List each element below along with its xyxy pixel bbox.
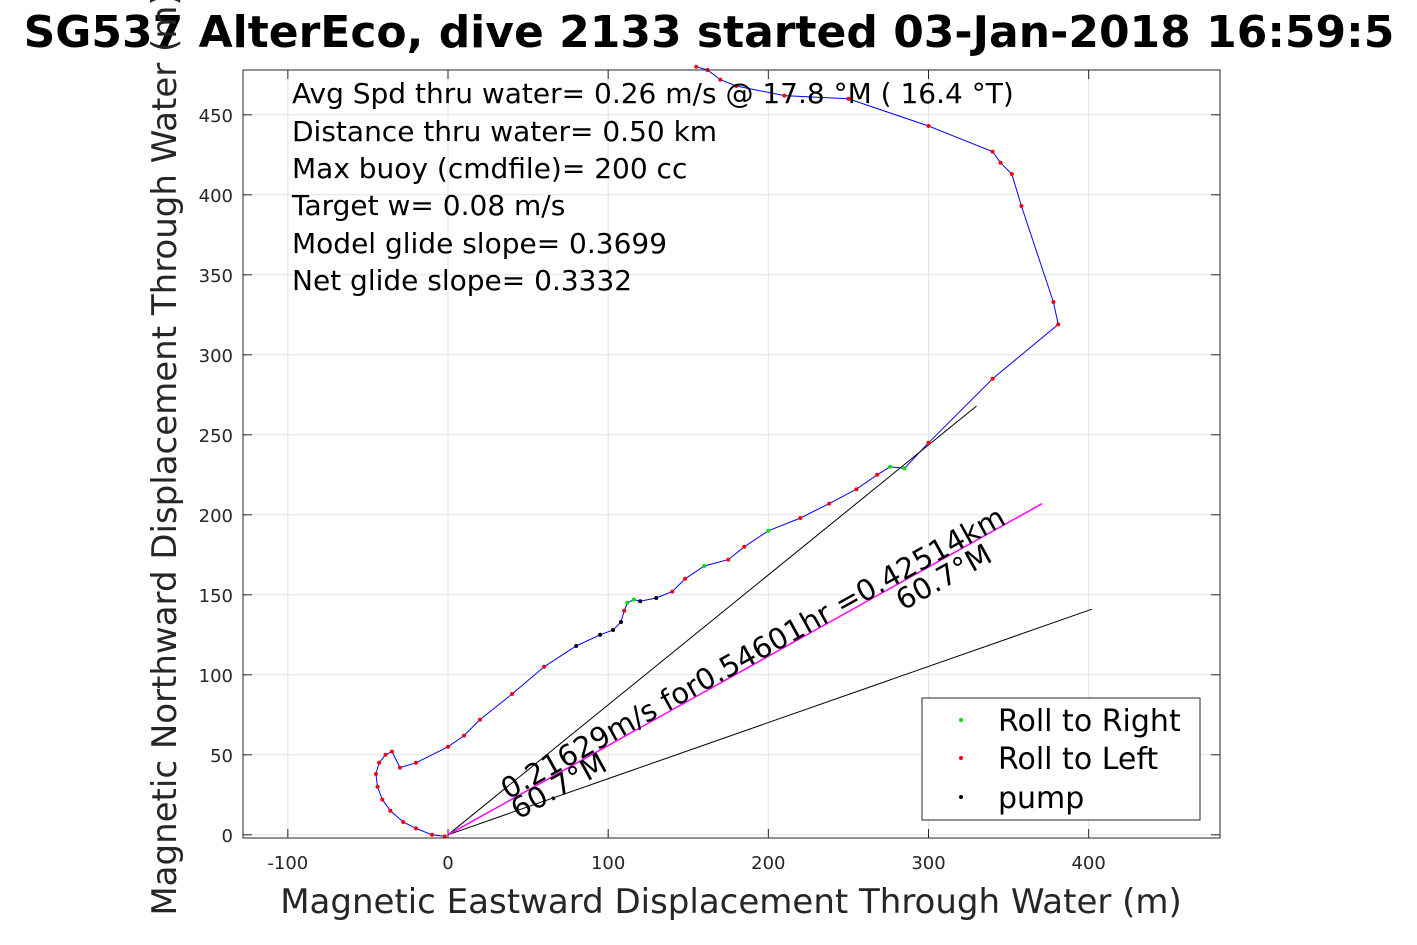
legend-marker-roll-right xyxy=(959,718,963,722)
track-point xyxy=(782,93,787,98)
track-point xyxy=(429,832,434,837)
track-point xyxy=(827,501,832,506)
track-point xyxy=(442,834,447,839)
series-average-velocity-vector-line xyxy=(447,502,1043,836)
track-point xyxy=(854,487,859,492)
y-tick-label: 200 xyxy=(199,506,233,527)
y-axis-label: Magnetic Northward Displacement Through … xyxy=(145,0,185,916)
legend-marker-roll-left xyxy=(959,756,963,760)
track-point xyxy=(478,717,483,722)
y-tick-label: 150 xyxy=(199,586,233,607)
track-point xyxy=(397,765,402,770)
series-net-glide-line-line xyxy=(447,608,1093,836)
track-point xyxy=(1051,300,1056,304)
stats-line-distance: Distance thru water= 0.50 km xyxy=(292,115,717,148)
stats-line-net-glide: Net glide slope= 0.3332 xyxy=(292,264,632,297)
stats-block: Avg Spd thru water= 0.26 m/s @ 17.8 °M (… xyxy=(291,77,1014,297)
track-point xyxy=(1009,172,1014,176)
track-point xyxy=(875,472,880,477)
track-point xyxy=(766,528,771,533)
track-point xyxy=(888,464,893,469)
track-point xyxy=(625,600,630,605)
grid-lines xyxy=(243,70,1220,838)
track-point xyxy=(389,749,394,754)
y-tick-label: 100 xyxy=(199,666,233,687)
track-point xyxy=(798,516,803,520)
chart-title: SG537 AlterEco, dive 2133 started 03-Jan… xyxy=(24,7,1395,58)
track-point xyxy=(631,597,636,602)
axis-ticks: -100 0 100 200 300 400 0 50 100 150 200 250 300 350 40… xyxy=(199,70,1220,874)
track-point xyxy=(683,576,688,581)
track-point xyxy=(373,772,378,776)
track-point xyxy=(990,149,995,154)
y-tick-label: 0 xyxy=(222,826,233,847)
x-tick-label: 100 xyxy=(591,853,625,874)
track-point xyxy=(1056,322,1061,327)
plot-data xyxy=(373,64,1093,839)
track-point xyxy=(380,797,385,802)
y-tick-label: 300 xyxy=(199,346,233,367)
track-point xyxy=(618,620,623,624)
x-tick-label: 200 xyxy=(751,853,785,874)
plot-frame xyxy=(242,69,1221,839)
track-point xyxy=(610,628,615,632)
legend-label-roll-right: Roll to Right xyxy=(998,704,1181,739)
track-point xyxy=(388,808,393,813)
track-point xyxy=(574,644,579,648)
stats-line-model-glide: Model glide slope= 0.3699 xyxy=(292,227,667,260)
track-point xyxy=(638,599,643,604)
track-point xyxy=(413,826,418,831)
legend-box xyxy=(921,697,1201,821)
stats-line-target-w: Target w= 0.08 m/s xyxy=(291,189,565,222)
track-point xyxy=(383,752,388,757)
track-point xyxy=(622,608,627,613)
track-point xyxy=(510,692,515,696)
track-point xyxy=(542,664,547,669)
track-point xyxy=(694,64,699,69)
stats-line-max-buoy: Max buoy (cmdfile)= 200 cc xyxy=(292,152,687,185)
track-point xyxy=(413,760,418,765)
track-point xyxy=(998,160,1003,165)
stats-line-avg-speed: Avg Spd thru water= 0.26 m/s @ 17.8 °M (… xyxy=(292,77,1014,110)
x-axis-label: Magnetic Eastward Displacement Through W… xyxy=(280,882,1182,922)
track-point xyxy=(990,376,995,381)
track-point xyxy=(462,733,467,738)
y-tick-label: 250 xyxy=(199,426,233,447)
y-tick-label: 350 xyxy=(199,266,233,287)
legend-marker-pump xyxy=(959,795,963,799)
track-point xyxy=(734,84,739,88)
track-point xyxy=(902,466,907,471)
x-tick-label: -100 xyxy=(267,853,308,874)
track-point xyxy=(401,820,406,824)
series-model-glide-line-line xyxy=(447,405,977,836)
x-tick-label: 300 xyxy=(911,853,945,874)
y-tick-label: 450 xyxy=(199,106,233,127)
legend-label-roll-left: Roll to Left xyxy=(998,742,1158,777)
track-point xyxy=(926,440,931,445)
x-tick-label: 0 xyxy=(442,853,453,874)
track-point xyxy=(702,564,707,568)
track-point xyxy=(726,557,731,562)
track-point xyxy=(846,96,851,101)
track-point xyxy=(926,124,931,128)
track-point xyxy=(718,77,723,82)
y-tick-label: 400 xyxy=(199,186,233,207)
track-point xyxy=(742,544,747,549)
track-point xyxy=(1019,204,1024,208)
track-point xyxy=(598,632,603,637)
y-tick-label: 50 xyxy=(210,746,233,767)
x-tick-label: 400 xyxy=(1071,853,1105,874)
track-point xyxy=(654,596,659,600)
track-point xyxy=(377,760,382,765)
track-point xyxy=(446,744,451,749)
legend-label-pump: pump xyxy=(998,781,1084,816)
legend: Roll to Right Roll to Left pump xyxy=(921,697,1201,821)
track-point xyxy=(670,589,675,594)
track-point xyxy=(375,784,380,789)
